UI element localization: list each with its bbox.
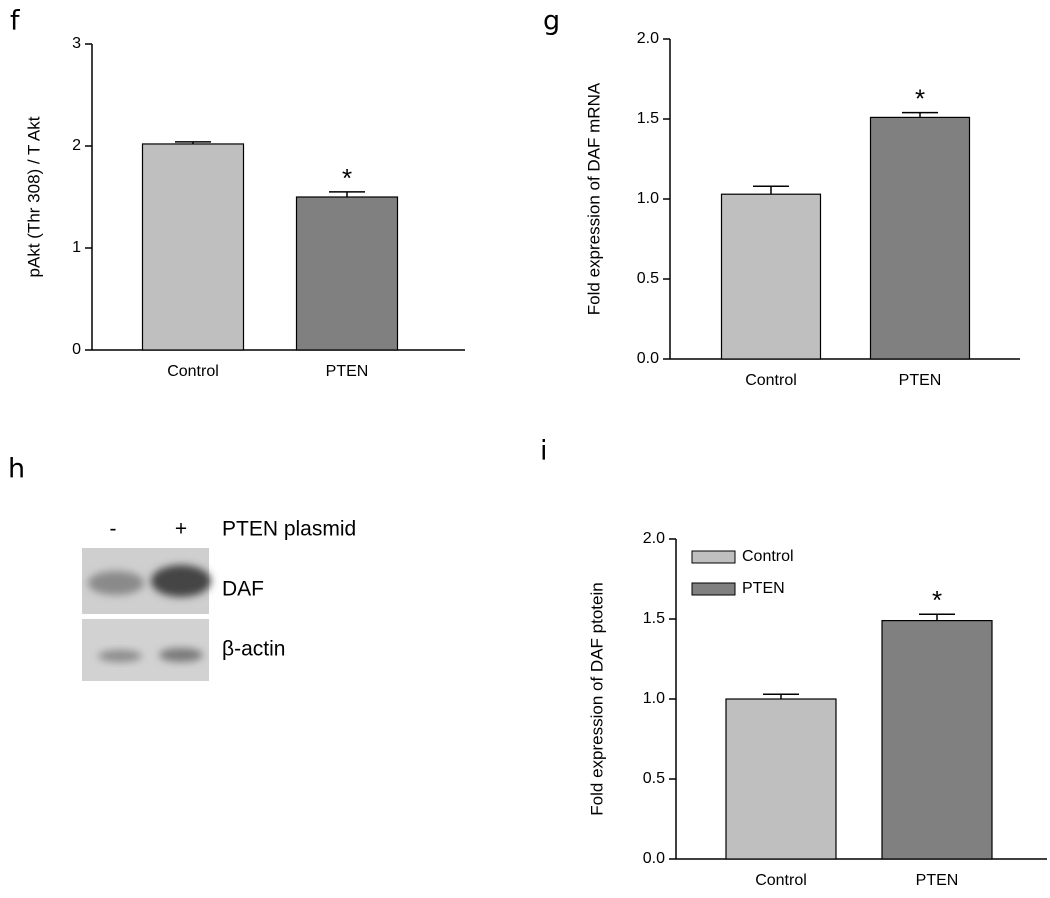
lane-label: +: [175, 518, 187, 541]
bar: [881, 619, 993, 860]
y-tick-label: 2.0: [637, 30, 659, 47]
bar: [720, 193, 822, 360]
blot-band: [159, 648, 203, 662]
legend-swatch: [691, 550, 736, 564]
y-tick-label: 0.5: [643, 770, 665, 787]
panel-label: h: [8, 454, 25, 485]
y-tick-label: 0.5: [637, 270, 659, 287]
band-label: β-actin: [222, 638, 285, 661]
y-axis-label: pAkt (Thr 308) / T Akt: [24, 116, 43, 277]
significance-label: *: [932, 585, 942, 615]
legend-label: Control: [742, 548, 794, 565]
blot-band: [151, 565, 211, 597]
band-label: DAF: [222, 578, 264, 601]
panel-label: i: [540, 436, 548, 467]
bar: [295, 196, 399, 351]
y-tick-label: 2: [72, 137, 81, 154]
y-tick-label: 1.0: [643, 690, 665, 707]
panel-label: f: [10, 6, 21, 37]
x-tick-label: PTEN: [326, 363, 369, 380]
x-tick-label: PTEN: [916, 872, 959, 889]
blot-band: [88, 571, 144, 595]
chart: i Fold expression of DAF ptotein 0.0 0.5 1.0…: [540, 436, 1047, 889]
chart: f pAkt (Thr 308) / T Akt 0 1 2 3 Control * PTEN: [10, 6, 465, 380]
y-tick-label: 0: [72, 341, 81, 358]
bar: [869, 116, 971, 360]
x-tick-label: Control: [745, 372, 797, 389]
y-tick-label: 3: [72, 35, 81, 52]
x-tick-label: Control: [167, 363, 219, 380]
treatment-label: PTEN plasmid: [222, 518, 356, 541]
y-tick-label: 1.5: [637, 110, 659, 127]
chart: g Fold expression of DAF mRNA 0.0 0.5 1.0 1.5…: [543, 6, 1020, 389]
legend-swatch: [691, 582, 736, 596]
y-tick-label: 0.0: [643, 850, 665, 867]
bar: [725, 698, 837, 860]
y-tick-label: 1.0: [637, 190, 659, 207]
x-tick-label: PTEN: [899, 372, 942, 389]
legend-label: PTEN: [742, 580, 785, 597]
significance-label: *: [342, 163, 352, 193]
y-axis-label: Fold expression of DAF mRNA: [584, 82, 603, 315]
western-blot: h - + PTEN plasmid DAF β-actin: [8, 454, 356, 681]
y-tick-label: 0.0: [637, 350, 659, 367]
y-tick-label: 2.0: [643, 530, 665, 547]
x-tick-label: Control: [755, 872, 807, 889]
lane-label: -: [110, 518, 117, 541]
significance-label: *: [915, 83, 925, 113]
y-tick-label: 1.5: [643, 610, 665, 627]
panel-label: g: [543, 6, 560, 37]
blot-band: [98, 650, 142, 662]
y-axis-label: Fold expression of DAF ptotein: [587, 582, 606, 815]
y-tick-label: 1: [72, 239, 81, 256]
bar: [141, 143, 245, 351]
